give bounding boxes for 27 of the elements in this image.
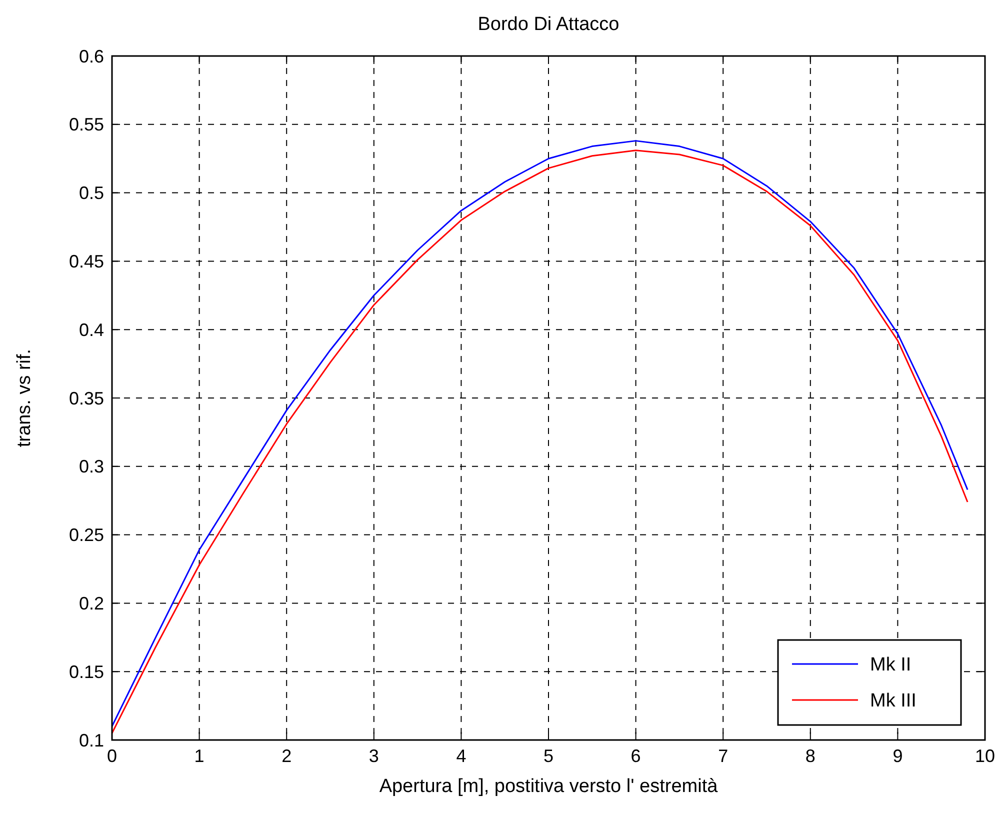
- x-tick-label: 0: [106, 746, 118, 766]
- y-tick-label: 0.35: [68, 388, 104, 408]
- legend-label: Mk III: [870, 690, 916, 712]
- y-tick-label: 0.25: [68, 525, 104, 546]
- y-tick-label: 0.55: [68, 114, 104, 135]
- x-tick-label: 8: [805, 746, 816, 766]
- chart-title: Bordo Di Attacco: [478, 14, 620, 35]
- x-tick-label: 10: [974, 746, 996, 766]
- x-tick-label: 4: [456, 746, 466, 766]
- x-tick-label: 5: [543, 746, 554, 766]
- x-tick-label: 1: [194, 746, 204, 766]
- y-tick-label: 0.45: [68, 252, 104, 272]
- y-axis-title: trans. vs rif.: [14, 348, 35, 448]
- x-tick-label: 7: [718, 746, 728, 766]
- x-tick-label: 3: [368, 746, 379, 766]
- y-tick-label: 0.2: [78, 594, 104, 614]
- y-tick-label: 0.1: [78, 730, 104, 750]
- x-tick-label: 6: [630, 746, 641, 766]
- y-tick-label: 0.6: [78, 46, 104, 66]
- x-axis-title: Apertura [m], postitiva versto l' estremità: [379, 776, 718, 797]
- x-tick-label: 9: [892, 746, 903, 766]
- legend-label: Mk II: [870, 654, 912, 676]
- x-tick-label: 2: [282, 746, 292, 766]
- y-tick-label: 0.3: [78, 456, 104, 477]
- y-tick-label: 0.5: [78, 183, 104, 204]
- y-tick-label: 0.15: [68, 662, 104, 682]
- y-tick-label: 0.4: [78, 320, 104, 340]
